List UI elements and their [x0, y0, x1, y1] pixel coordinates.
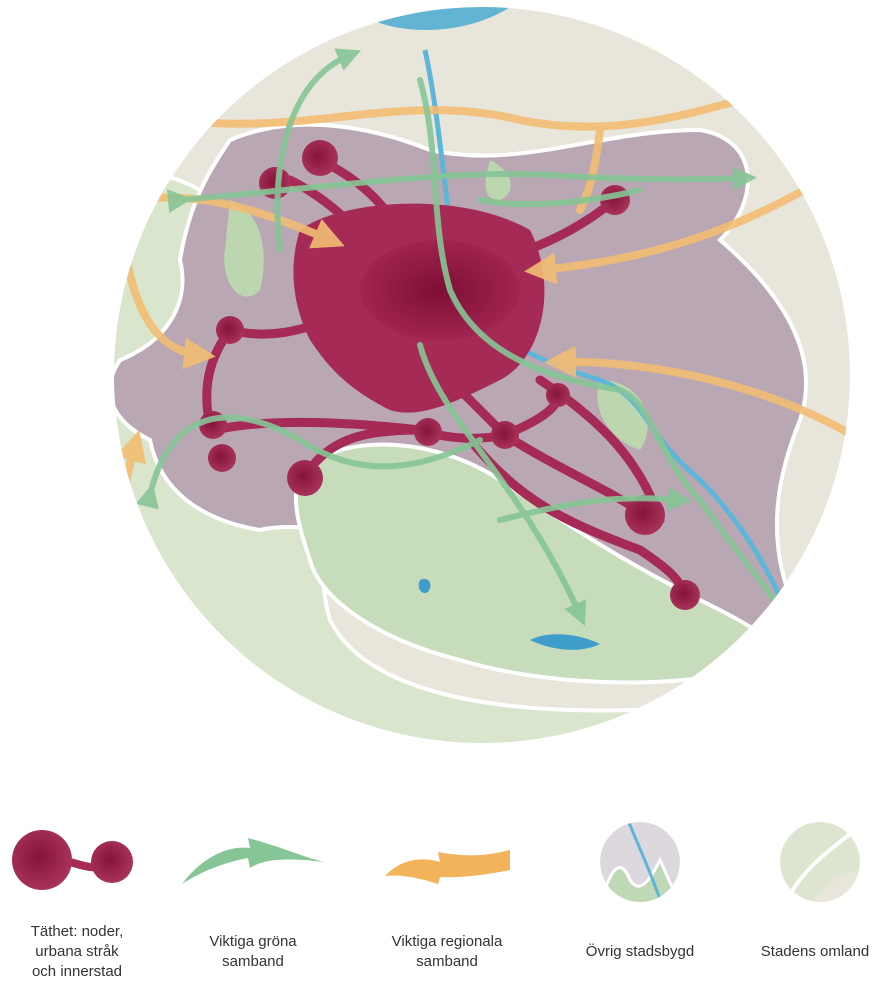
legend-green-icon: [182, 838, 325, 884]
legend-label: urbana stråk: [35, 943, 119, 960]
legend-label: samband: [222, 953, 284, 970]
legend-label: Täthet: noder,: [31, 923, 124, 940]
ponds: [418, 578, 600, 650]
legend-urban-icon: [600, 822, 680, 902]
legend-label: Övrig stadsbygd: [586, 942, 694, 960]
map: [114, 7, 850, 743]
legend-label: samband: [416, 953, 478, 970]
legend-label: Viktiga regionala: [392, 933, 503, 950]
inner-city-core: [360, 240, 520, 340]
legend-regional-icon: [385, 850, 510, 884]
legend-surroundings-icon: [780, 822, 860, 902]
legend-label: Stadens omland: [761, 943, 869, 960]
green-links: [135, 48, 793, 626]
parks: [224, 160, 648, 450]
legend: Täthet: noder, urbana stråk och innersta…: [12, 822, 869, 980]
legend-label: och innerstad: [32, 963, 122, 980]
legend-label: Viktiga gröna: [209, 933, 297, 950]
legend-density-icon: [12, 830, 133, 890]
